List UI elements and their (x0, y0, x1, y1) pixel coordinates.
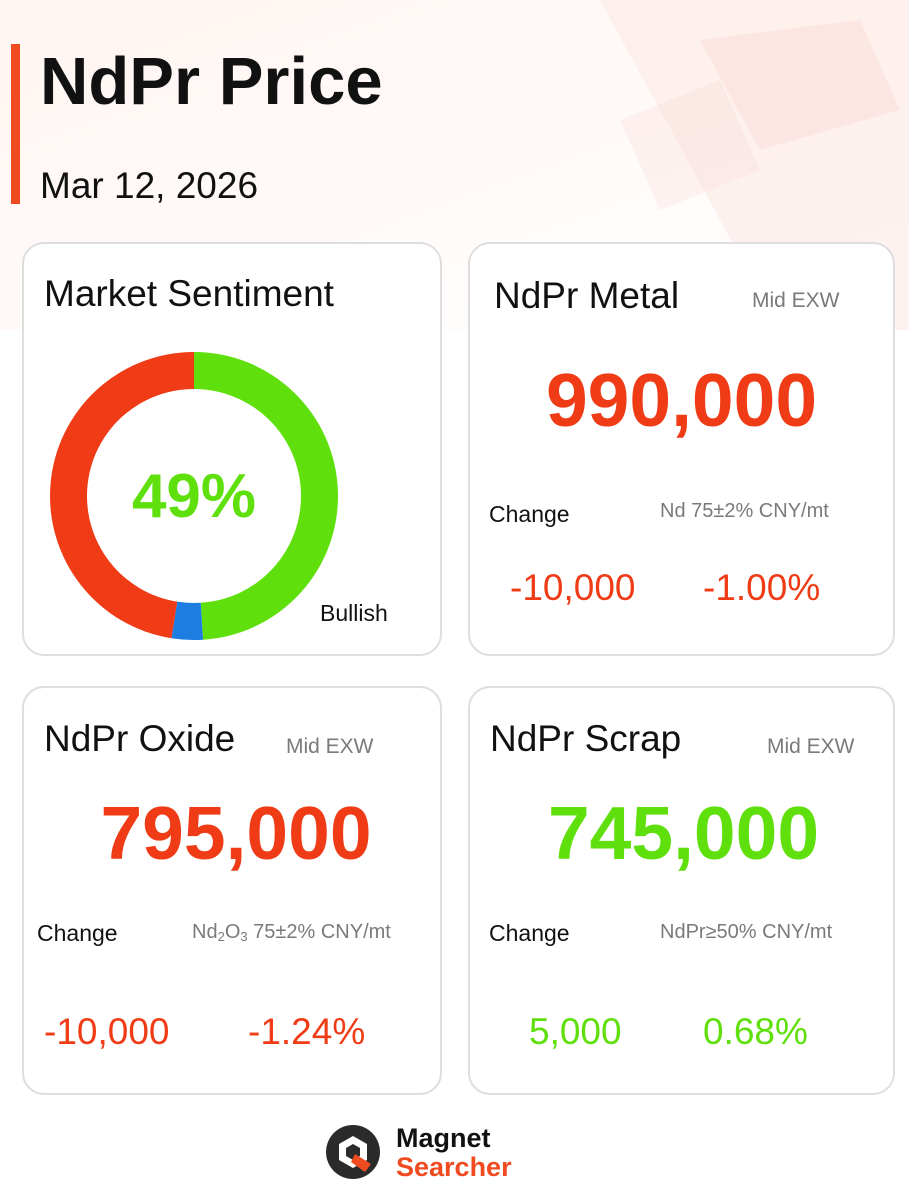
title-accent-bar (11, 44, 20, 204)
market-sentiment-title: Market Sentiment (44, 273, 334, 314)
ndpr-metal-price-basis: Mid EXW (752, 289, 840, 312)
donut-segment-1 (171, 601, 204, 640)
sentiment-donut-chart (50, 352, 338, 640)
ndpr-metal-spec: Nd 75±2% CNY/mt (660, 500, 829, 522)
ndpr-oxide-title: NdPr Oxide (44, 718, 236, 759)
ndpr-scrap-price: 745,000 (547, 791, 820, 875)
ndpr-oxide-change-amount: -10,000 (44, 1011, 170, 1052)
ndpr-scrap-price-basis: Mid EXW (767, 735, 855, 758)
page-date: Mar 12, 2026 (40, 165, 259, 206)
ndpr-scrap-card: NdPr Scrap Mid EXW 745,000 Change NdPr≥5… (468, 686, 895, 1095)
brand-line-2: Searcher (396, 1152, 512, 1182)
ndpr-metal-card: NdPr Metal Mid EXW 990,000 Change Nd 75±… (468, 242, 895, 656)
market-sentiment-card: Market Sentiment 49% Bullish (22, 242, 442, 656)
ndpr-scrap-spec: NdPr≥50% CNY/mt (660, 921, 833, 943)
ndpr-oxide-spec: Nd2O3 75±2% CNY/mt (192, 921, 391, 944)
ndpr-oxide-price: 795,000 (100, 791, 372, 875)
ndpr-metal-change-label: Change (489, 501, 570, 527)
donut-segment-2 (50, 352, 194, 639)
ndpr-scrap-title: NdPr Scrap (490, 718, 682, 759)
ndpr-scrap-change-amount: 5,000 (529, 1011, 622, 1052)
page-title: NdPr Price (40, 44, 383, 119)
ndpr-metal-change-amount: -10,000 (510, 567, 636, 608)
ndpr-scrap-change-label: Change (489, 920, 570, 946)
magnet-searcher-logo-icon (326, 1125, 380, 1179)
ndpr-metal-title: NdPr Metal (494, 275, 680, 316)
bullish-label: Bullish (320, 600, 388, 626)
brand-line-1: Magnet (396, 1123, 491, 1153)
donut-segment-0 (194, 352, 338, 640)
brand-wordmark: Magnet Searcher (396, 1124, 512, 1182)
ndpr-scrap-change-percent: 0.68% (703, 1011, 808, 1052)
ndpr-oxide-change-percent: -1.24% (248, 1011, 366, 1052)
ndpr-metal-price: 990,000 (545, 358, 818, 442)
ndpr-metal-change-percent: -1.00% (703, 567, 821, 608)
ndpr-oxide-change-label: Change (37, 920, 118, 946)
ndpr-oxide-card: NdPr Oxide Mid EXW 795,000 Change Nd2O3 … (22, 686, 442, 1095)
ndpr-oxide-price-basis: Mid EXW (286, 735, 374, 758)
sentiment-percentage: 49% (131, 461, 257, 531)
